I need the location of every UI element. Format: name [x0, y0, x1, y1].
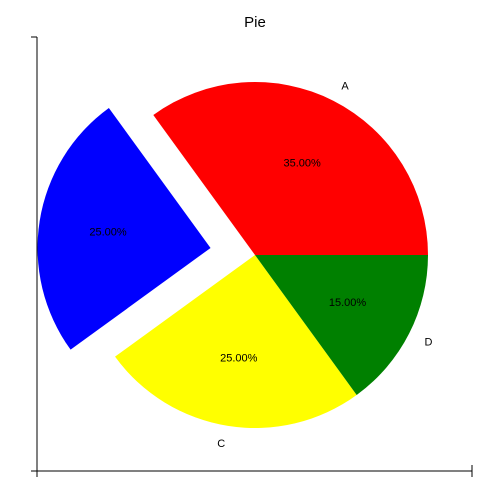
pie-slice-b	[37, 108, 211, 350]
x-axis	[36, 465, 473, 477]
percent-label-d: 15.00%	[329, 297, 367, 309]
pie-slices	[37, 82, 428, 428]
percent-labels: 35.00% 25.00% 25.00% 15.00%	[89, 158, 366, 365]
chart-title: Pie	[244, 14, 266, 31]
pie-slice-d	[255, 255, 428, 395]
pie-slice-c	[115, 255, 357, 428]
category-label-a: A	[341, 80, 349, 92]
pie-slice-a	[153, 82, 428, 255]
category-label-c: C	[217, 438, 225, 450]
category-labels: A C D	[217, 80, 432, 450]
percent-label-c: 25.00%	[220, 353, 258, 365]
percent-label-b: 25.00%	[89, 227, 127, 239]
category-label-d: D	[425, 336, 433, 348]
percent-label-a: 35.00%	[283, 158, 321, 170]
y-axis	[31, 36, 38, 472]
